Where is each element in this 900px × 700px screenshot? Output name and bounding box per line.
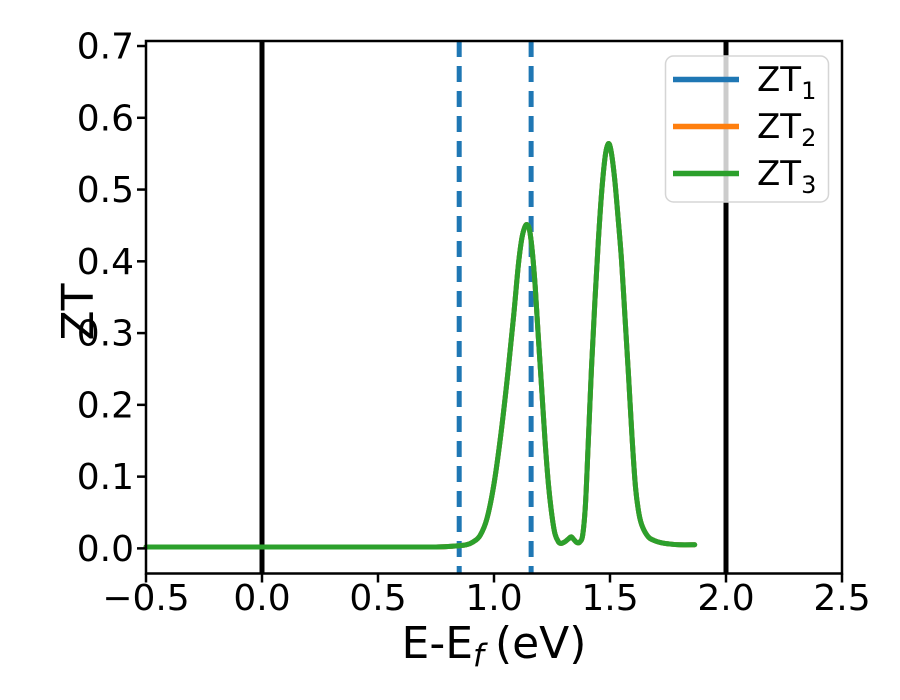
y-axis-label: ZT [53, 283, 104, 340]
y-tick-label: 0.3 [77, 314, 134, 355]
x-axis-ticks: −0.5 0.0 0.5 1.0 1.5 2.0 2.5 [102, 573, 871, 619]
curves-layer [143, 141, 698, 550]
x-tick-label: 0.0 [233, 578, 290, 619]
y-tick-label: 0.0 [77, 529, 134, 570]
y-tick-label: 0.7 [77, 27, 134, 68]
x-tick-label: 2.0 [697, 578, 754, 619]
series-zt1 [143, 141, 698, 550]
legend-label-zt3: ZT3 [757, 154, 816, 199]
y-axis-ticks: 0.0 0.1 0.2 0.3 0.4 0.5 0.6 0.7 [77, 27, 146, 570]
y-tick-label: 0.4 [77, 242, 134, 283]
x-tick-label: 1.0 [465, 578, 522, 619]
x-tick-label: −0.5 [102, 578, 189, 619]
x-tick-label: 1.5 [581, 578, 638, 619]
x-axis-label: E-Ef (eV) [402, 618, 587, 674]
x-tick-label: 2.5 [813, 578, 870, 619]
y-tick-label: 0.6 [77, 98, 134, 139]
series-zt2 [143, 141, 698, 550]
legend-box [664, 55, 830, 203]
x-tick-label: 0.5 [349, 578, 406, 619]
y-tick-label: 0.1 [77, 457, 134, 498]
legend-label-zt1: ZT1 [757, 60, 816, 105]
y-tick-label: 0.2 [77, 385, 134, 426]
legend: ZT1 ZT2 ZT3 [664, 55, 830, 203]
legend-label-zt2: ZT2 [757, 107, 816, 152]
series-zt3 [143, 141, 698, 550]
y-tick-label: 0.5 [77, 170, 134, 211]
